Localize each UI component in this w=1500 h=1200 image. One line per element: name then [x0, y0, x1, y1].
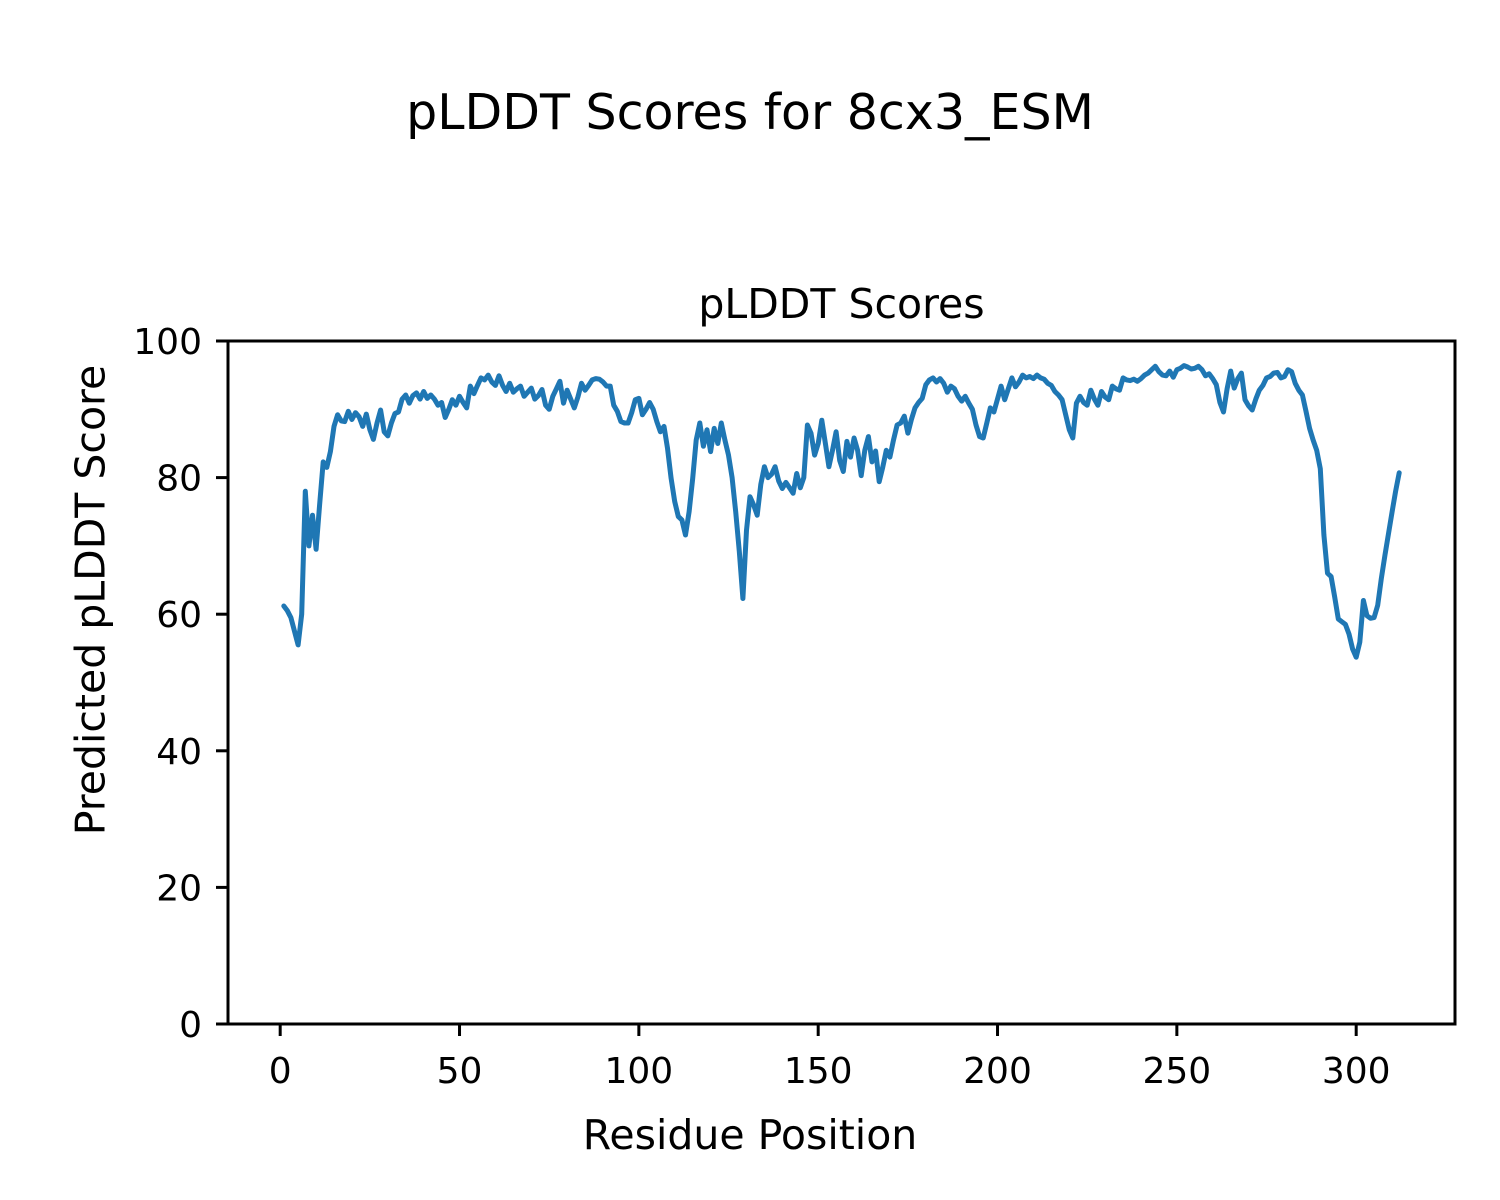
y-axis: 0 20 40 60 80 100 [133, 322, 228, 1046]
x-tick-label: 200 [963, 1051, 1032, 1092]
plddt-line [281, 363, 1402, 660]
x-tick-label: 250 [1142, 1051, 1211, 1092]
x-axis: 0 50 100 150 200 250 300 [269, 1024, 1391, 1092]
plot-border [226, 339, 1457, 1026]
x-tick-label: 300 [1322, 1051, 1391, 1092]
y-tick-label: 60 [156, 595, 202, 636]
y-axis-label: Predicted pLDDT Score [66, 364, 115, 836]
y-tick-label: 20 [156, 868, 202, 909]
y-tick-label: 80 [156, 459, 202, 500]
y-tick-label: 0 [179, 1005, 202, 1046]
x-tick-label: 100 [604, 1051, 673, 1092]
x-tick-label: 50 [437, 1051, 483, 1092]
axes-title: pLDDT Scores [698, 280, 985, 328]
x-axis-label: Residue Position [582, 1111, 918, 1159]
figure-title: pLDDT Scores for 8cx3_ESM [406, 84, 1094, 141]
x-tick-label: 0 [269, 1051, 292, 1092]
x-tick-label: 150 [784, 1051, 853, 1092]
y-tick-label: 100 [133, 322, 202, 363]
y-tick-label: 40 [156, 732, 202, 773]
